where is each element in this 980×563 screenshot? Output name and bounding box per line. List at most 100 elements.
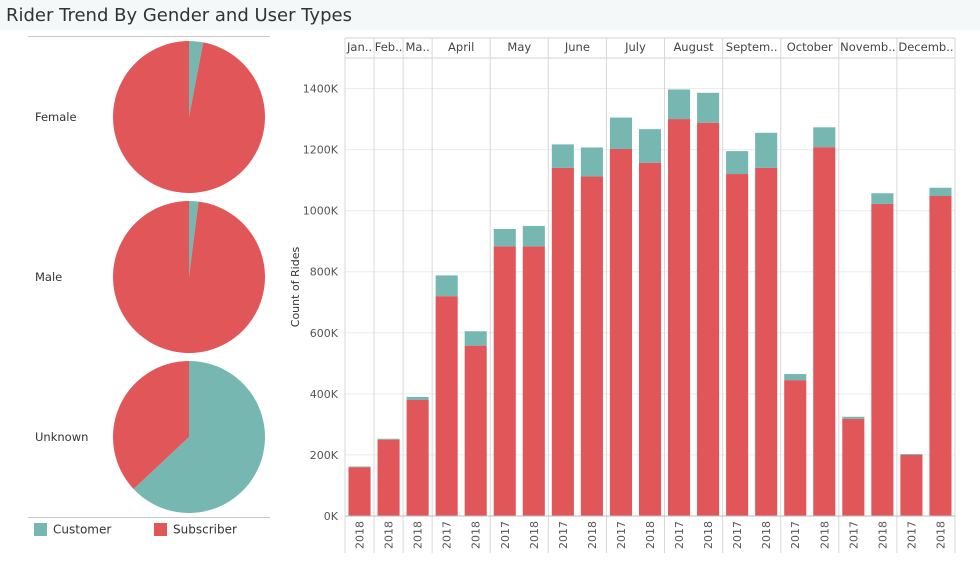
year-tick-label: 2018: [470, 521, 483, 549]
pie-label-male: Male: [35, 270, 63, 284]
bar-customer: [813, 127, 836, 148]
bar-subscriber: [638, 162, 662, 516]
y-tick-label: 1400K: [303, 83, 339, 96]
bar-subscriber: [406, 399, 429, 516]
month-header-label: Septem..: [726, 40, 778, 54]
bar-subscriber: [580, 176, 603, 516]
bar-subscriber: [609, 148, 632, 517]
bar-customer: [668, 89, 691, 120]
bar-customer: [842, 416, 865, 419]
pie-panel-top-rule: [28, 36, 270, 37]
month-header-label: May: [507, 40, 531, 54]
bar-subscriber: [377, 439, 400, 516]
year-tick-label: 2018: [934, 521, 947, 549]
month-header-label: Feb..: [375, 40, 403, 54]
year-tick-label: 2017: [905, 521, 918, 549]
legend-swatch-subscriber: [154, 523, 167, 536]
bar-subscriber: [464, 345, 487, 516]
month-header-label: April: [448, 40, 474, 54]
y-tick-label: 1000K: [303, 205, 339, 218]
y-tick-label: 400K: [310, 388, 339, 401]
month-header-label: Jan..: [346, 40, 372, 54]
month-header-label: July: [624, 40, 646, 54]
pie-label-female: Female: [35, 110, 77, 124]
y-tick-label: 800K: [310, 266, 339, 279]
bar-customer: [377, 438, 400, 440]
bar-customer: [900, 454, 923, 455]
y-tick-label: 200K: [310, 449, 339, 462]
bar-customer: [755, 132, 778, 168]
y-tick-label: 1200K: [303, 144, 339, 157]
bar-subscriber: [348, 467, 371, 516]
bar-subscriber: [900, 454, 923, 516]
legend-label-customer: Customer: [53, 522, 112, 537]
bar-subscriber: [871, 203, 894, 516]
bar-customer: [609, 117, 632, 149]
bar-subscriber: [755, 167, 778, 517]
chart-title: Rider Trend By Gender and User Types: [6, 5, 352, 26]
bar-customer: [929, 187, 952, 197]
year-tick-label: 2018: [644, 521, 657, 549]
year-tick-label: 2017: [499, 521, 512, 549]
pie-slice-male-customer: [189, 201, 199, 277]
month-header-label: Novemb..: [840, 40, 895, 54]
y-tick-label: 0K: [324, 510, 339, 523]
pie-charts: [113, 41, 266, 513]
bar-subscriber: [435, 296, 458, 516]
bar-subscriber: [668, 119, 691, 517]
bar-customer: [348, 466, 371, 468]
year-tick-label: 2017: [789, 521, 802, 549]
year-tick-label: 2017: [673, 521, 686, 549]
bar-subscriber: [726, 174, 749, 516]
y-axis-title: Count of Rides: [289, 247, 302, 328]
pie-panel: Female Male Unknown: [28, 36, 270, 518]
bar-customer: [580, 147, 603, 177]
bar-customer: [871, 193, 894, 204]
pie-slice-male-subscriber: [113, 201, 266, 354]
year-tick-label: 2018: [876, 521, 889, 549]
legend-label-subscriber: Subscriber: [173, 522, 237, 537]
year-tick-label: 2018: [702, 521, 715, 549]
bar-subscriber: [842, 418, 865, 516]
bar-subscriber: [929, 196, 952, 516]
legend-item-customer[interactable]: Customer: [34, 522, 111, 537]
bar-customer: [435, 275, 458, 297]
bar-customer: [464, 331, 487, 346]
year-tick-label: 2018: [354, 521, 367, 549]
year-tick-label: 2018: [412, 521, 425, 549]
bar-customer: [493, 228, 516, 247]
pie-panel-bottom-rule: [28, 517, 270, 518]
month-header-label: October: [787, 40, 833, 54]
year-tick-label: 2018: [586, 521, 599, 549]
year-tick-label: 2017: [847, 521, 860, 549]
legend-item-subscriber[interactable]: Subscriber: [154, 522, 237, 537]
month-header-label: August: [673, 40, 714, 54]
pie-slice-unknown-subscriber: [113, 361, 189, 490]
title-bar: Rider Trend By Gender and User Types: [0, 0, 980, 30]
bar-customer: [551, 144, 574, 168]
bar-subscriber: [522, 246, 545, 516]
pie-slice-female-customer: [189, 41, 204, 117]
bar-customer: [784, 374, 807, 381]
pie-label-unknown: Unknown: [35, 430, 89, 444]
month-header-label: Decemb..: [898, 40, 953, 54]
year-tick-label: 2017: [441, 521, 454, 549]
bar-subscriber: [493, 246, 516, 516]
bar-customer: [522, 225, 545, 247]
year-tick-label: 2018: [818, 521, 831, 549]
month-header-label: June: [564, 40, 590, 54]
pie-slice-female-subscriber: [113, 41, 265, 193]
bar-subscriber: [697, 122, 720, 517]
bar-subscriber: [813, 147, 836, 516]
bar-customer: [406, 396, 429, 400]
bar-customer: [638, 129, 662, 163]
month-header-label: Ma..: [405, 40, 429, 54]
year-tick-label: 2017: [615, 521, 628, 549]
pie-slice-unknown-customer: [133, 361, 266, 513]
year-tick-label: 2018: [383, 521, 396, 549]
bar-customer: [697, 92, 720, 123]
year-tick-label: 2018: [528, 521, 541, 549]
bar-subscriber: [784, 380, 807, 516]
year-tick-label: 2017: [731, 521, 744, 549]
